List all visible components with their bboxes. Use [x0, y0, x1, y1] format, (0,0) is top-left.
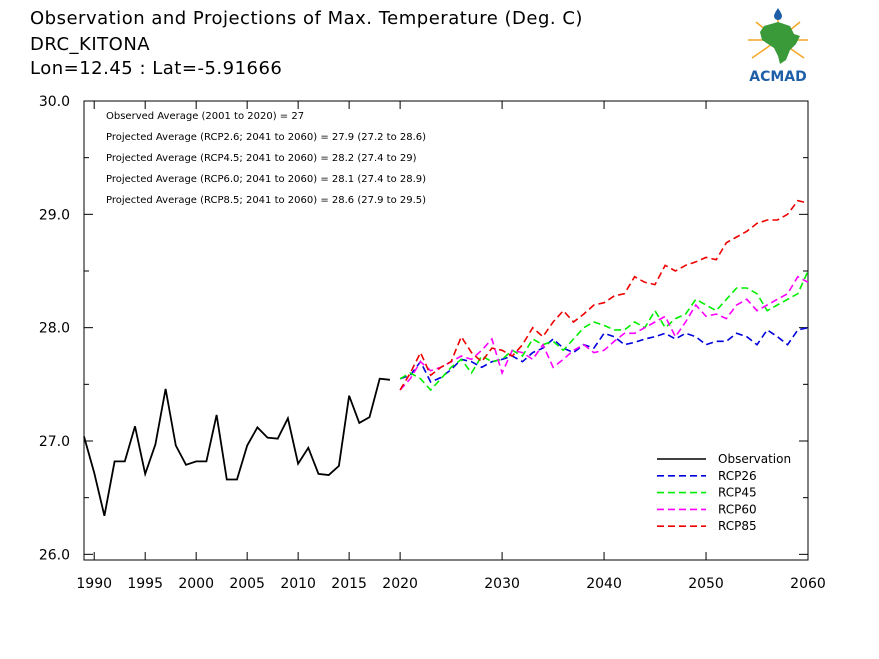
legend-label: RCP26	[718, 469, 757, 483]
x-tick-label: 2020	[382, 576, 418, 592]
annotation-text: Projected Average (RCP6.0; 2041 to 2060)…	[106, 174, 426, 185]
x-tick-label: 2000	[178, 576, 214, 592]
series-line-rcp26	[399, 326, 809, 384]
y-tick-label: 26.0	[39, 547, 70, 563]
x-tick-label: 2050	[688, 576, 724, 592]
legend: Observation RCP26 RCP45 RCP60 RCP85	[657, 452, 791, 533]
chart-title: Observation and Projections of Max. Temp…	[30, 8, 583, 29]
legend-label: Observation	[718, 452, 791, 466]
africa-map-sun-logo: ACMAD	[748, 8, 808, 84]
x-tick-label: 2030	[484, 576, 520, 592]
x-tick-label: 2060	[790, 576, 826, 592]
legend-label: RCP45	[718, 486, 757, 500]
x-tick-label: 2010	[280, 576, 316, 592]
annotations: Observed Average (2001 to 2020) = 27 Proj…	[106, 111, 426, 206]
water-drop-icon	[774, 8, 782, 20]
y-tick-label: 29.0	[39, 207, 70, 223]
series-line-rcp60	[399, 275, 809, 391]
series-line-observation	[83, 377, 390, 517]
x-tick-label: 2015	[331, 576, 367, 592]
x-tick-label: 1995	[127, 576, 163, 592]
x-tick-label: 1990	[76, 576, 112, 592]
plot-frame	[83, 100, 809, 561]
legend-label: RCP60	[718, 502, 757, 516]
station-coordinates: Lon=12.45 : Lat=-5.91666	[30, 58, 283, 79]
y-tick-label: 28.0	[39, 321, 70, 337]
series-lines	[83, 199, 809, 517]
africa-shape-icon	[760, 22, 800, 64]
x-tick-label: 2005	[229, 576, 265, 592]
annotation-text: Projected Average (RCP4.5; 2041 to 2060)…	[106, 153, 417, 164]
annotation-text: Projected Average (RCP2.6; 2041 to 2060)…	[106, 132, 426, 143]
legend-label: RCP85	[718, 519, 757, 533]
annotation-text: Observed Average (2001 to 2020) = 27	[106, 111, 304, 122]
x-tick-label: 2040	[586, 576, 622, 592]
annotation-text: Projected Average (RCP8.5; 2041 to 2060)…	[106, 195, 426, 206]
y-tick-label: 30.0	[39, 94, 70, 110]
series-line-rcp85	[399, 199, 809, 391]
station-name: DRC_KITONA	[30, 34, 151, 55]
axis-ticks: 26.0 27.0 28.0 29.0 30.0 1990 1995 2000 2005 2010…	[39, 94, 826, 592]
series-line-rcp45	[399, 270, 809, 392]
y-tick-label: 27.0	[39, 434, 70, 450]
logo-text: ACMAD	[749, 69, 807, 84]
